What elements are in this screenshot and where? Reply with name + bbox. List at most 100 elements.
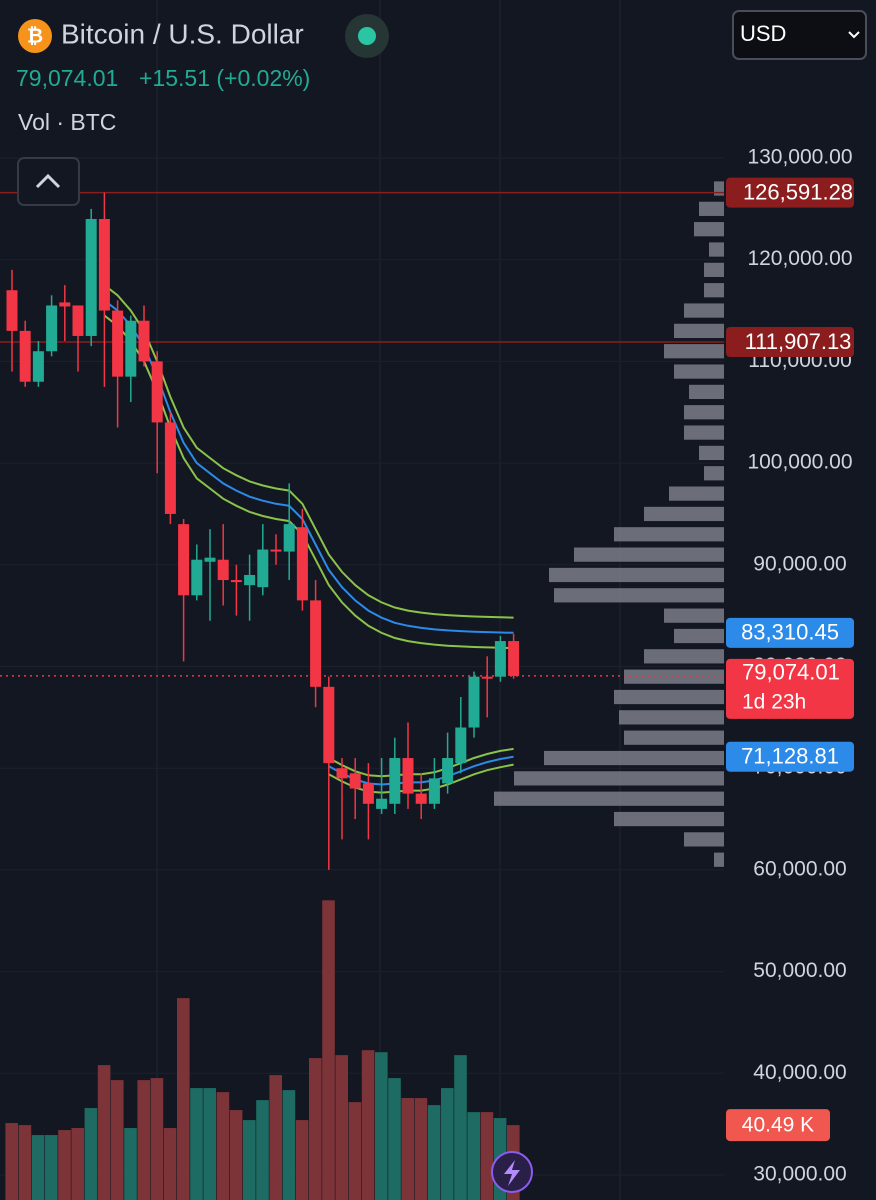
volume-profile-bar: [614, 811, 724, 827]
volume-profile-bar: [684, 832, 724, 847]
candle-body: [151, 361, 163, 423]
y-tick-label: 90,000.00: [753, 552, 846, 575]
candle-body: [204, 557, 216, 562]
candle-body: [244, 574, 256, 586]
currency-label: USD: [740, 21, 786, 46]
volume-profile-bar: [704, 466, 724, 481]
candle-body: [349, 773, 361, 789]
moving-average-line: [103, 284, 514, 619]
volume-profile-bar: [614, 527, 724, 542]
volume-bar: [150, 1078, 164, 1200]
candle-body: [125, 320, 137, 377]
candle-body: [191, 559, 203, 596]
currency-select[interactable]: [732, 10, 867, 60]
candle-body: [323, 686, 335, 764]
volume-bar: [177, 998, 190, 1200]
volume-bar: [454, 1055, 467, 1200]
volume-bar: [282, 1090, 296, 1200]
candle-body: [362, 783, 374, 804]
candle-body: [138, 320, 150, 362]
volume-bar: [203, 1088, 216, 1200]
volume-profile-bar: [614, 689, 724, 705]
candle-body: [257, 549, 269, 588]
candle-body: [230, 580, 242, 583]
bar-countdown: 1d 23h: [742, 690, 806, 713]
indicator-badge: [726, 617, 854, 648]
last-price: 79,074.01: [16, 65, 118, 91]
y-tick-label: 130,000.00: [747, 146, 852, 169]
volume-bar: [243, 1120, 256, 1200]
volume-profile-bar: [714, 852, 724, 867]
candle-body: [310, 600, 322, 687]
volume-profile-bar: [704, 262, 724, 277]
volume-bar: [5, 1123, 19, 1200]
volume-profile-bar: [514, 771, 724, 786]
select-chevron: [848, 31, 860, 39]
volume-profile-bar: [549, 567, 724, 583]
volume-bar: [84, 1108, 98, 1200]
volume-profile-bar: [624, 669, 724, 684]
candle-body: [46, 305, 58, 352]
volume-bar: [335, 1055, 348, 1200]
candle-body: [494, 641, 506, 677]
volume-bar: [45, 1135, 58, 1200]
volume-profile-bar: [574, 547, 724, 562]
candle-body: [481, 676, 493, 679]
volume-profile-bar: [694, 222, 724, 237]
volume-bar: [414, 1098, 428, 1200]
bitcoin-symbol: ₿: [27, 25, 43, 47]
volume-bar: [361, 1050, 375, 1200]
volume-profile-bar: [674, 628, 724, 644]
price-change: +15.51 (+0.02%): [139, 65, 310, 91]
candle-body: [164, 422, 176, 514]
volume-bar: [137, 1080, 150, 1200]
volume-bar: [256, 1100, 269, 1200]
volume-bar: [467, 1112, 480, 1200]
volume-bar: [375, 1052, 388, 1200]
candle-body: [428, 778, 440, 804]
volume-bar: [295, 1120, 309, 1200]
volume-bar: [401, 1098, 414, 1200]
y-tick-label: 40,000.00: [753, 1061, 846, 1084]
volume-profile-bar: [704, 283, 724, 298]
volume-bar: [58, 1130, 71, 1200]
volume-profile-bar: [699, 201, 724, 216]
volume-profile-bar: [644, 506, 724, 522]
volume-profile-bar: [544, 750, 724, 766]
volume-profile-bar: [684, 405, 724, 420]
y-tick-label: 30,000.00: [753, 1163, 846, 1186]
candle-body: [442, 758, 454, 784]
price-line-badge: [726, 177, 854, 208]
y-tick-label: 100,000.00: [747, 451, 852, 474]
volume-bar: [111, 1080, 124, 1200]
volume-profile-bar: [674, 323, 724, 339]
y-tick-label: 50,000.00: [753, 959, 846, 982]
candle-body: [32, 351, 44, 382]
volume-profile-bar: [699, 445, 724, 461]
candle-body: [283, 524, 295, 552]
volume-bar: [190, 1088, 203, 1200]
volume-profile-bar: [624, 730, 724, 745]
candle-body: [455, 727, 467, 764]
candle-body: [85, 219, 97, 336]
volume-bar: [480, 1112, 494, 1200]
volume-bar: [97, 1065, 111, 1200]
volume-bar: [348, 1102, 362, 1200]
volume-profile-bar: [664, 344, 724, 359]
header: ₿ Bitcoin / U.S. Dollar 79,074.01 +15.51…: [16, 10, 867, 1193]
volume-profile-bar: [644, 649, 724, 664]
collapse-button[interactable]: [17, 157, 80, 206]
volume-bar: [309, 1058, 322, 1200]
candle-body: [98, 219, 110, 311]
candle-body: [112, 310, 124, 377]
time-grid: [156, 0, 621, 1200]
volume-profile-bar: [554, 588, 724, 603]
volume-profile-bar: [714, 181, 724, 196]
volume-bar: [441, 1088, 454, 1200]
chevron-up: [35, 173, 61, 189]
volume-profile-bar: [689, 384, 724, 400]
candle-body: [376, 798, 388, 809]
status-dot: [358, 27, 376, 45]
volume-badge: [726, 1109, 830, 1142]
